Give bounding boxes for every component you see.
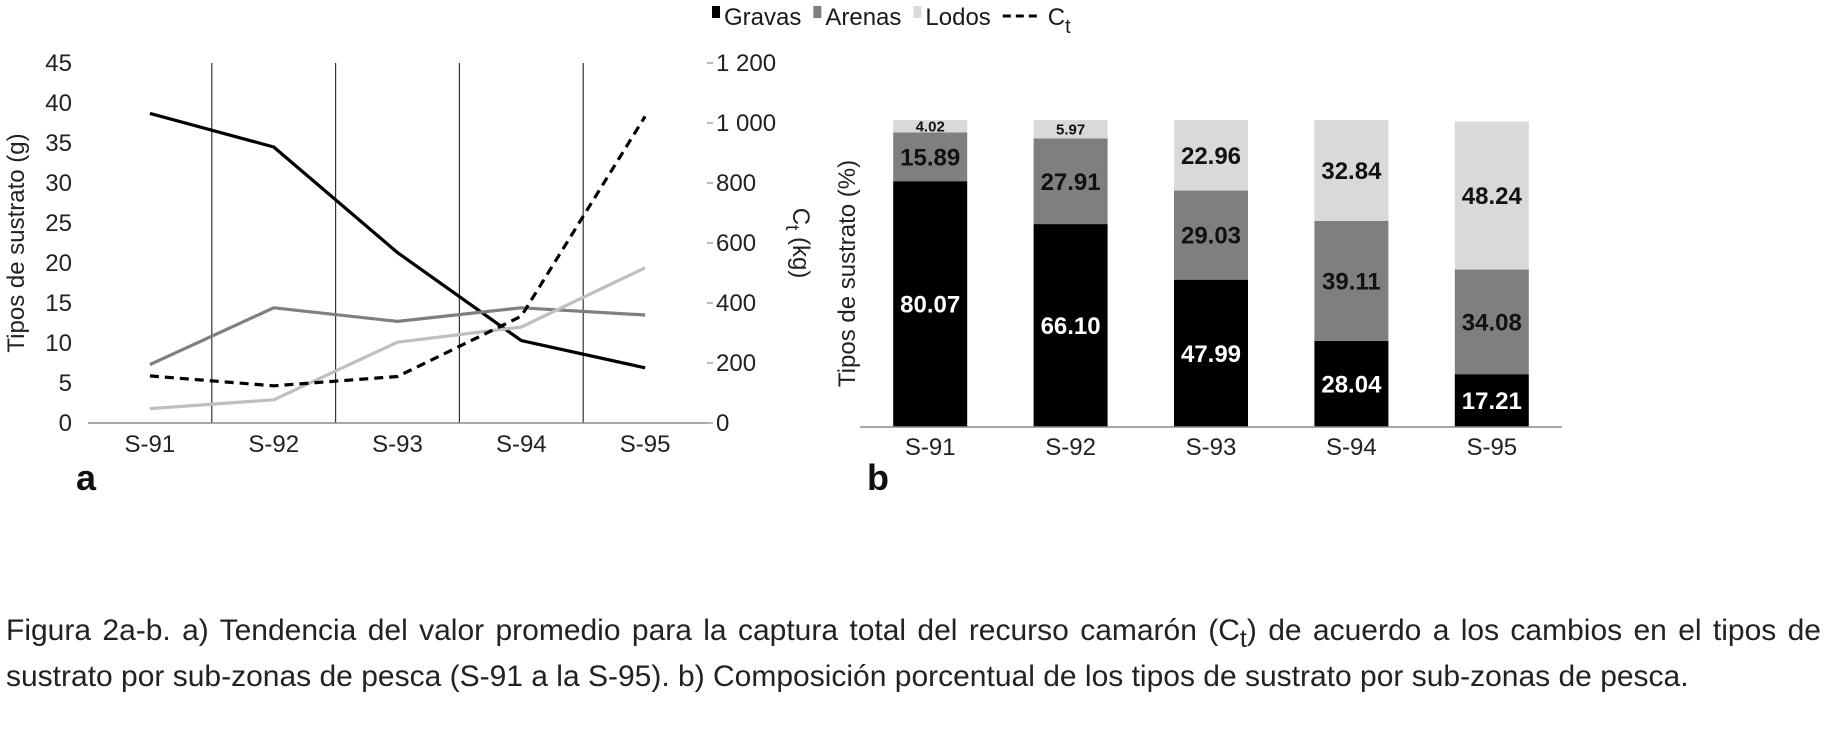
y-tick-label-0: 0 (59, 410, 72, 437)
legend-label-text-lodos: Lodos (925, 4, 990, 31)
bar-arenas-s-93 (1174, 190, 1248, 280)
bar-arenas-s-92 (1033, 138, 1108, 225)
y2-axis-label: Ct (kg) (781, 208, 814, 279)
y-tick-label-45: 45 (45, 50, 72, 77)
y2-axis-label-main: C (787, 208, 814, 225)
x-tick-label-s-95: S-95 (1466, 434, 1517, 461)
legend-label-ct: Ct (1048, 4, 1071, 38)
data-label-lodos-s-92: 5.97 (1056, 122, 1085, 139)
bar-lodos-s-93 (1174, 120, 1248, 191)
legend-label-text-arenas: Arenas (825, 4, 901, 31)
panel-a-line-chart: 0 5 10 15 20 25 30 35 40 45 0 200 400 600 800 1 000 1 20… (3, 50, 814, 498)
legend-label-text-ct: C (1048, 4, 1065, 31)
data-label-lodos-s-94: 32.84 (1321, 158, 1382, 185)
x-tick-label-s-92: S-92 (248, 431, 299, 458)
y2-tick-label-1-000: 1 000 (716, 110, 776, 137)
bar-gravas-s-91 (893, 181, 968, 427)
bar-arenas-s-91 (893, 132, 968, 182)
data-label-gravas-s-92: 66.10 (1041, 313, 1101, 340)
legend-label-sub-ct: t (1065, 16, 1071, 38)
data-label-arenas-s-93: 29.03 (1181, 223, 1241, 250)
bar-gravas-s-94 (1314, 340, 1389, 427)
panel-label-b: b (867, 457, 889, 498)
data-label-arenas-s-95: 34.08 (1462, 309, 1522, 336)
y-tick-label-15: 15 (45, 290, 72, 317)
y-tick-label-10: 10 (45, 330, 72, 357)
bar-gravas-s-95 (1454, 374, 1529, 427)
x-tick-label-s-93: S-93 (372, 431, 423, 458)
data-label-lodos-s-95: 48.24 (1462, 183, 1523, 210)
x-tick-label-s-91: S-91 (125, 431, 176, 458)
bar-arenas-s-95 (1454, 269, 1529, 375)
data-label-gravas-s-93: 47.99 (1181, 341, 1241, 368)
series-line-lodos (149, 266, 646, 411)
data-label-gravas-s-91: 80.07 (900, 292, 960, 319)
bar-arenas-s-94 (1314, 220, 1389, 341)
caption-text: Figura 2a-b. a) Tendencia del valor prom… (6, 614, 1240, 647)
y2-tick-label-0: 0 (716, 410, 729, 437)
series-line-arenas (149, 306, 646, 367)
x-tick-label-s-91: S-91 (905, 434, 956, 461)
y2-tick-label-400: 400 (716, 290, 756, 317)
data-label-lodos-s-91: 4.02 (916, 119, 945, 136)
bar-lodos-s-91 (893, 120, 968, 133)
legend-swatch-arenas (813, 6, 822, 18)
bar-gravas-s-93 (1174, 279, 1248, 427)
legend-label-gravas: Gravas (724, 4, 801, 31)
legend-label-arenas: Arenas (825, 4, 901, 31)
legend: Gravas Arenas Lodos Ct (712, 4, 1071, 38)
y2-tick-label-200: 200 (716, 350, 756, 377)
bar-lodos-s-92 (1033, 120, 1108, 139)
y-tick-label-20: 20 (45, 250, 72, 277)
y2-axis-label-unit: (kg) (787, 230, 814, 278)
caption-text-after: ) de acuerdo a los cambios en el tipos d… (6, 614, 1821, 693)
y-tick-label-40: 40 (45, 90, 72, 117)
y-tick-label-25: 25 (45, 210, 72, 237)
y-tick-label-35: 35 (45, 130, 72, 157)
data-label-arenas-s-94: 39.11 (1322, 269, 1381, 296)
y-axis-label-b: Tipos de sustrato (%) (834, 160, 861, 387)
x-tick-label-s-95: S-95 (620, 431, 671, 458)
data-label-lodos-s-93: 22.96 (1181, 143, 1241, 170)
panel-label-a: a (76, 457, 97, 498)
legend-swatch-gravas (712, 6, 720, 18)
y2-tick-label-600: 600 (716, 230, 756, 257)
series-line-gravas (149, 111, 646, 370)
caption-subscript: t (1239, 625, 1247, 653)
data-label-arenas-s-92: 27.91 (1041, 169, 1101, 196)
legend-label-text-gravas: Gravas (724, 4, 801, 31)
y2-axis-label-sub: t (781, 225, 802, 231)
figure-caption: Figura 2a-b. a) Tendencia del valor prom… (6, 612, 1821, 695)
data-label-gravas-s-95: 17.21 (1462, 388, 1522, 415)
series-line-ct (149, 115, 647, 388)
y-tick-label-5: 5 (59, 370, 72, 397)
y-axis-label: Tipos de sustrato (g) (3, 133, 30, 352)
bar-lodos-s-94 (1314, 120, 1389, 221)
x-tick-label-s-93: S-93 (1186, 434, 1237, 461)
bar-gravas-s-92 (1033, 224, 1108, 427)
y-tick-label-30: 30 (45, 170, 72, 197)
x-tick-label-s-94: S-94 (496, 431, 547, 458)
legend-label-lodos: Lodos (925, 4, 990, 31)
y2-tick-label-1-200: 1 200 (716, 50, 776, 77)
x-tick-label-s-92: S-92 (1045, 434, 1096, 461)
data-label-arenas-s-91: 15.89 (900, 144, 960, 171)
panel-b-stacked-bar-chart: 80.07 15.89 4.02 S-91 66.10 27.91 5.97 S-92 47.9… (834, 119, 1562, 498)
bar-lodos-s-95 (1454, 121, 1529, 270)
legend-swatch-lodos (913, 6, 922, 18)
y2-tick-label-800: 800 (716, 170, 756, 197)
x-tick-label-s-94: S-94 (1326, 434, 1377, 461)
data-label-gravas-s-94: 28.04 (1321, 372, 1382, 399)
